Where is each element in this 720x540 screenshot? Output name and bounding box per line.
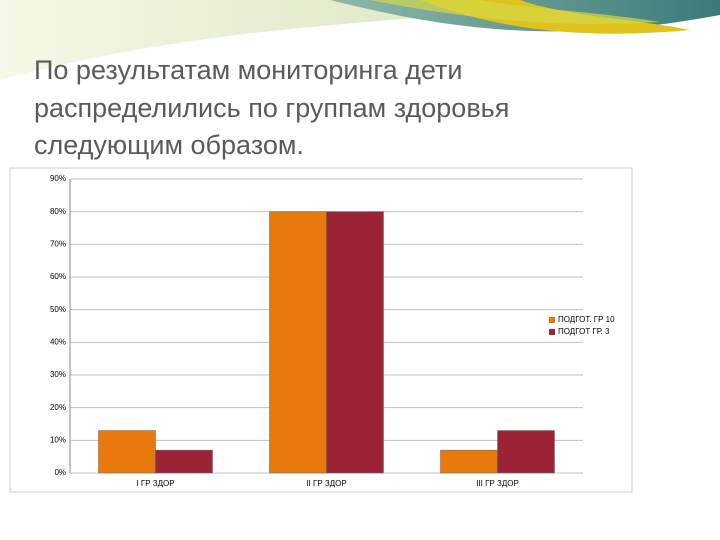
y-tick-label: 70%	[50, 239, 66, 248]
y-tick-label: 30%	[50, 370, 66, 379]
bar	[98, 430, 156, 474]
y-tick-label: 0%	[54, 468, 66, 477]
x-tick-label: I ГР ЗДОР	[136, 479, 174, 488]
bar	[440, 449, 498, 474]
y-tick-label: 10%	[50, 435, 66, 444]
y-tick-label: 20%	[50, 403, 66, 412]
y-tick-label: 90%	[50, 174, 66, 183]
decor-wave	[0, 0, 720, 80]
decor-wave	[370, 0, 660, 24]
y-tick-label: 40%	[50, 337, 66, 346]
legend-swatch	[549, 317, 555, 323]
y-tick-label: 50%	[50, 305, 66, 314]
legend-label: ПОДГОТ ГР. 3	[558, 327, 610, 336]
legend-swatch	[549, 329, 555, 335]
x-tick-label: II ГР ЗДОР	[306, 479, 346, 488]
bar	[326, 211, 384, 474]
slide-title: По результатам мониторинга дети распреде…	[34, 55, 510, 160]
y-tick-label: 80%	[50, 207, 66, 216]
bar	[497, 430, 555, 474]
chart-frame	[9, 167, 633, 493]
legend-label: ПОДГОТ. ГР 10	[558, 315, 615, 324]
y-tick-label: 60%	[50, 272, 66, 281]
x-tick-label: III ГР ЗДОР	[476, 479, 519, 488]
bar	[269, 211, 327, 474]
bar	[155, 449, 213, 474]
